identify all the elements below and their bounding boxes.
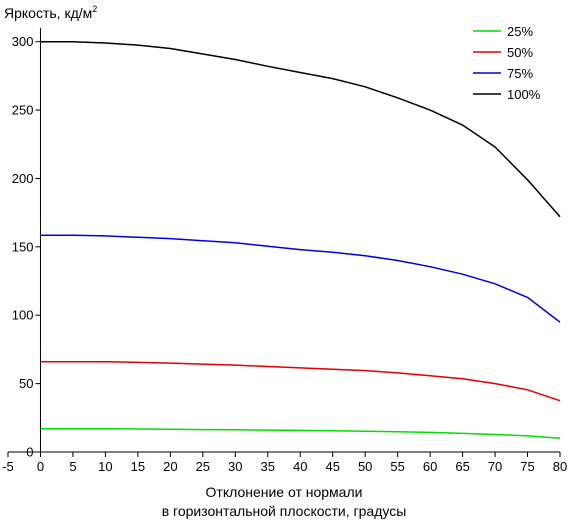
x-tick-label: 50 — [358, 459, 372, 474]
series-line-25pct — [40, 427, 561, 440]
y-tick-label: 200 — [12, 171, 34, 186]
x-tick-label: 5 — [69, 459, 76, 474]
x-tick-label: 25 — [196, 459, 210, 474]
y-tick-label: 100 — [12, 308, 34, 323]
axes: -5 0 5 10 15 20 25 30 35 40 45 50 55 60 65 70 75 80 0 50 100… — [2, 28, 567, 474]
x-tick-label: 20 — [163, 459, 177, 474]
x-tick-label: 15 — [131, 459, 145, 474]
x-tick-label: 55 — [390, 459, 404, 474]
y-tick-label: 150 — [12, 239, 34, 254]
x-tick-label: 0 — [37, 459, 44, 474]
x-tick-label: 70 — [488, 459, 502, 474]
y-axis-title-main: Яркость, кд/м — [4, 5, 92, 21]
y-axis-title: Яркость, кд/м2 — [4, 4, 97, 21]
legend-label: 100% — [507, 87, 541, 102]
x-tick-label: -5 — [2, 459, 14, 474]
series-line-100pct — [40, 40, 561, 218]
x-axis-title-line2: в горизонтальной плоскости, градусы — [162, 503, 407, 519]
legend-label: 25% — [507, 24, 533, 39]
x-tick-label: 10 — [98, 459, 112, 474]
y-axis-title-superscript: 2 — [92, 4, 97, 14]
series-lines — [40, 40, 561, 440]
y-tick-label: 250 — [12, 103, 34, 118]
x-tick-label: 30 — [228, 459, 242, 474]
legend-label: 75% — [507, 66, 533, 81]
series-line-50pct — [40, 360, 561, 402]
x-tick-label: 80 — [553, 459, 567, 474]
y-tick-label: 0 — [26, 445, 33, 460]
legend: 25% 50% 75% 100% — [473, 24, 541, 102]
x-axis-title-line1: Отклонение от нормали — [206, 484, 363, 500]
y-tick-label: 300 — [12, 34, 34, 49]
y-tick-label: 50 — [19, 376, 33, 391]
legend-label: 50% — [507, 45, 533, 60]
x-tick-label: 65 — [455, 459, 469, 474]
x-tick-label: 60 — [423, 459, 437, 474]
x-tick-label: 35 — [261, 459, 275, 474]
x-tick-label: 40 — [293, 459, 307, 474]
series-line-75pct — [40, 234, 561, 323]
x-tick-label: 75 — [520, 459, 534, 474]
x-tick-label: 45 — [325, 459, 339, 474]
